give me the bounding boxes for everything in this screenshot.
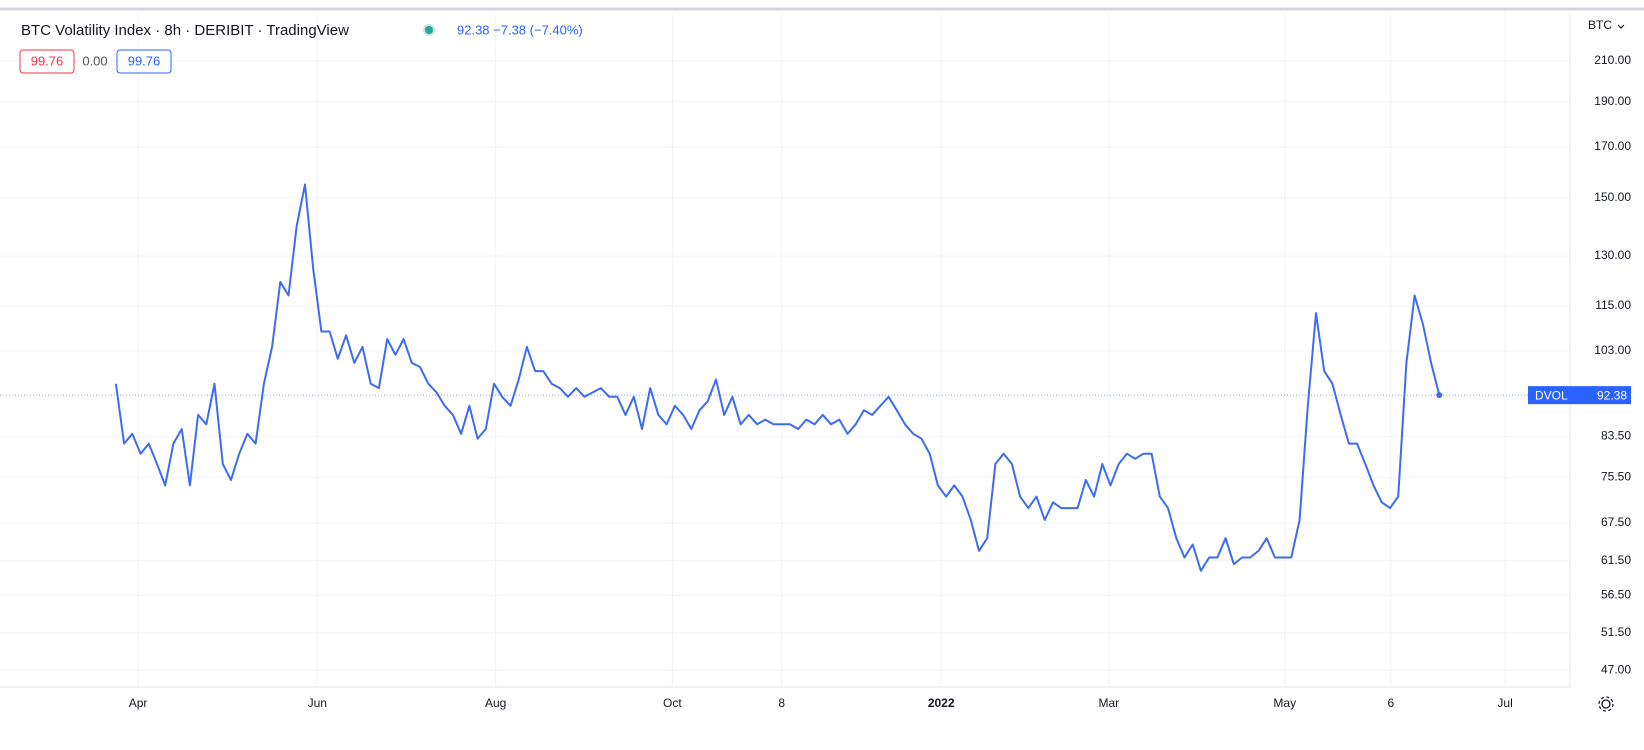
- x-tick-label: 2022: [928, 696, 955, 710]
- y-tick-label: 51.50: [1601, 625, 1631, 639]
- currency-caret[interactable]: [1617, 24, 1625, 29]
- x-tick-label: 8: [778, 696, 785, 710]
- price-label-value: 92.38: [1597, 388, 1627, 402]
- plot: [0, 183, 1570, 572]
- y-tick-label: 61.50: [1601, 553, 1631, 567]
- ohlc-value: 99.76: [128, 53, 161, 68]
- chart-title: BTC Volatility Index · 8h · DERIBIT · Tr…: [21, 22, 349, 39]
- y-tick-label: 170.00: [1594, 139, 1631, 153]
- series-line: [114, 183, 1441, 572]
- ohlc-box: [116, 49, 172, 74]
- x-tick-label: Aug: [485, 696, 506, 710]
- y-tick-label: 83.50: [1601, 428, 1631, 442]
- legend-values: 92.38 −7.38 (−7.40%): [457, 22, 583, 37]
- y-tick-label: 150.00: [1594, 190, 1631, 204]
- x-tick-label: May: [1273, 696, 1296, 710]
- x-tick-label: 6: [1387, 696, 1394, 710]
- grid: [0, 14, 1570, 687]
- y-tick-label: 103.00: [1594, 343, 1631, 357]
- currency[interactable]: BTC: [1588, 18, 1612, 32]
- y-tick-label: 190.00: [1594, 94, 1631, 108]
- y-tick-label: 75.50: [1601, 469, 1631, 483]
- ohlc-box: [19, 49, 75, 74]
- gear-center[interactable]: [1601, 699, 1611, 709]
- y-tick-label: 130.00: [1594, 248, 1631, 262]
- price-label-name: DVOL: [1535, 388, 1568, 402]
- y-tick-label: 56.50: [1601, 587, 1631, 601]
- x-tick-label: Mar: [1099, 696, 1120, 710]
- settings-icon[interactable]: [1598, 696, 1614, 712]
- x-tick-label: Oct: [663, 696, 682, 710]
- ohlc-value: 0.00: [82, 53, 107, 68]
- ohlc-value: 99.76: [31, 53, 64, 68]
- x-tick-label: Jul: [1497, 696, 1512, 710]
- y-tick-label: 210.00: [1594, 53, 1631, 67]
- y-tick-label: 47.00: [1601, 662, 1631, 676]
- x-tick-label: Apr: [129, 696, 148, 710]
- x-tick-label: Jun: [308, 696, 327, 710]
- last-value-dot: [1436, 392, 1443, 399]
- price-label-box: [1528, 386, 1631, 405]
- y-tick-label: 67.50: [1601, 515, 1631, 529]
- y-tick-label: 115.00: [1595, 298, 1631, 312]
- gear-teeth[interactable]: [1598, 696, 1614, 712]
- status-dot: [425, 26, 433, 34]
